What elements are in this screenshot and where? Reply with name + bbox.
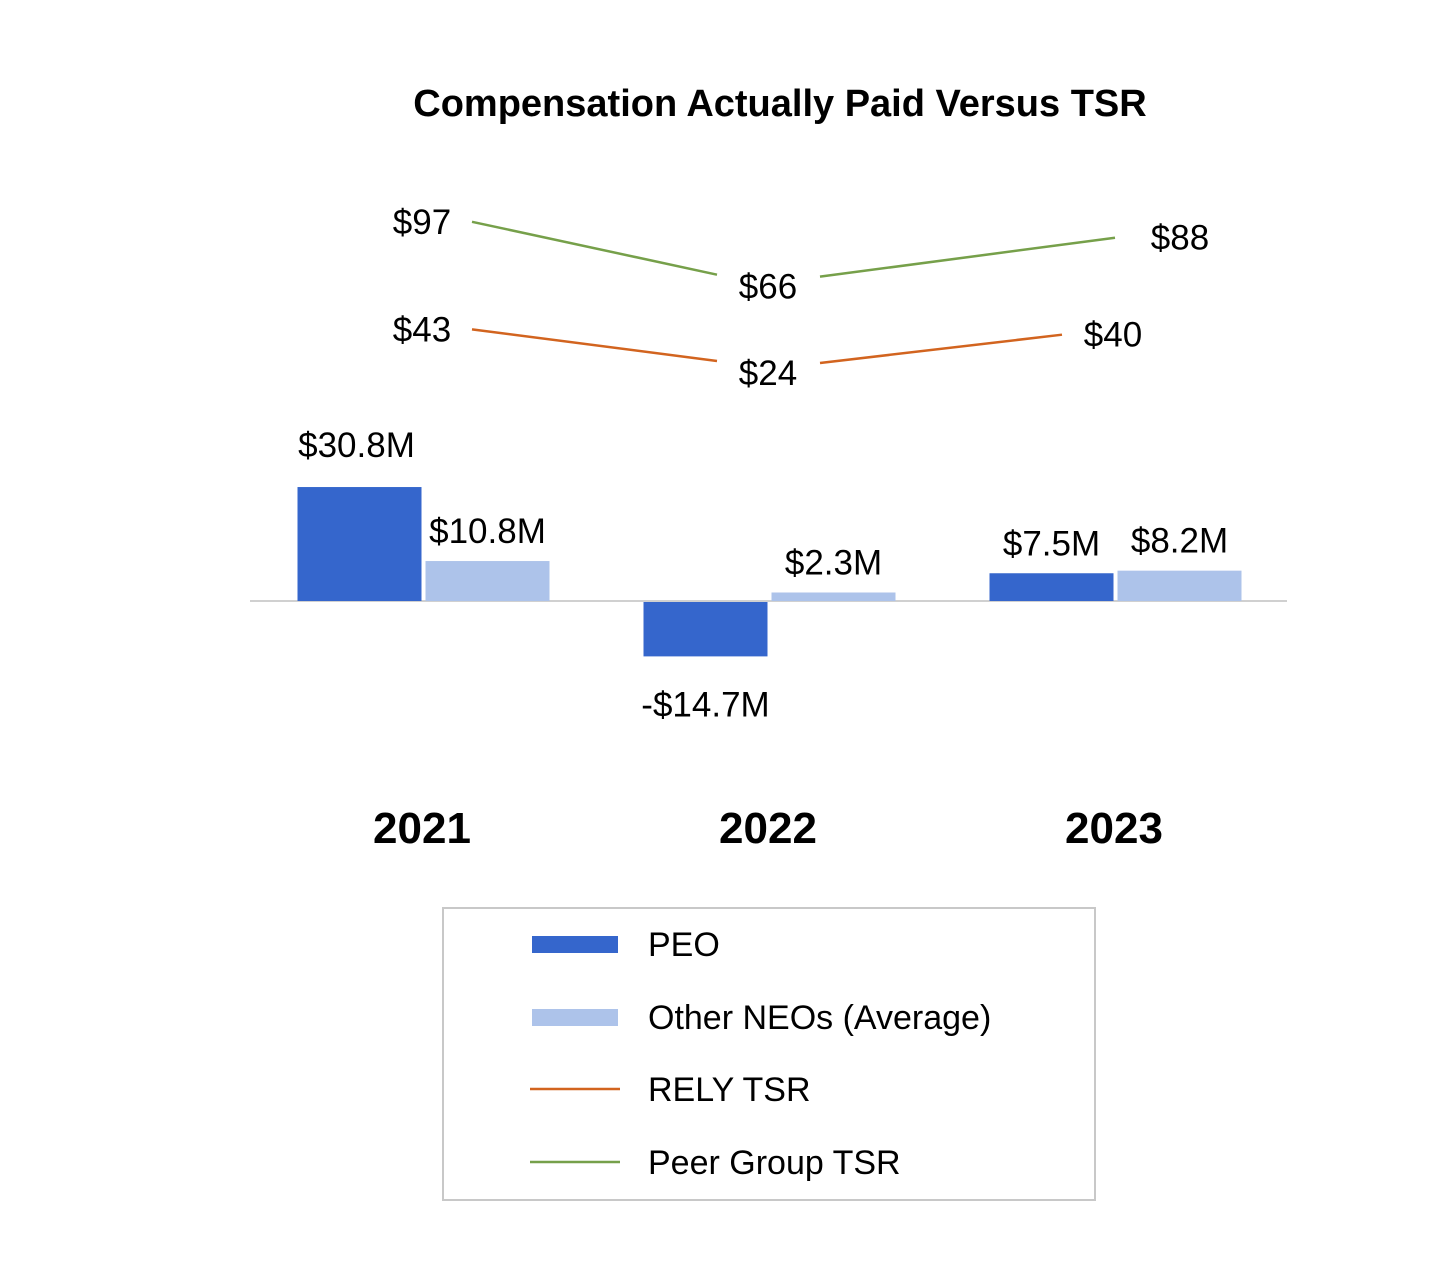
legend-swatch-other-neos-average	[532, 1009, 618, 1026]
legend-box	[442, 907, 1096, 1201]
bar-label-other-neos-average-2022: $2.3M	[785, 543, 882, 582]
bar-label-peo-2023: $7.5M	[1003, 524, 1100, 563]
line-segment-rely-tsr-1	[819, 333, 1063, 365]
bar-peo-2021	[297, 487, 422, 601]
x-tick-2021: 2021	[373, 804, 471, 853]
bar-label-other-neos-average-2021: $10.8M	[429, 512, 546, 551]
line-label-rely-tsr-2023: $40	[1084, 316, 1142, 355]
bar-label-other-neos-average-2023: $8.2M	[1131, 522, 1228, 561]
legend-label-rely-tsr: RELY TSR	[648, 1071, 811, 1109]
legend-label-other-neos-average: Other NEOs (Average)	[648, 999, 991, 1037]
bar-peo-2022	[643, 602, 768, 657]
line-label-peer-group-tsr-2021: $97	[393, 203, 451, 242]
legend: PEO Other NEOs (Average) RELY TSR Peer Grou…	[442, 907, 1096, 1201]
line-segment-peer-group-tsr-0	[471, 220, 718, 276]
year-labels: 2021 2022 2023	[373, 804, 1163, 853]
bar-other-neos-average-2021	[425, 561, 550, 601]
line-label-rely-tsr-2021: $43	[393, 310, 451, 349]
line-label-peer-group-tsr-2022: $66	[739, 268, 797, 307]
x-tick-2023: 2023	[1065, 804, 1163, 853]
chart-title: Compensation Actually Paid Versus TSR	[413, 83, 1146, 125]
x-tick-2022: 2022	[719, 804, 817, 853]
legend-label-peo: PEO	[648, 926, 720, 964]
tsr-lines: $43 $24 $40 $97 $66 $88	[393, 203, 1209, 393]
line-label-rely-tsr-2022: $24	[739, 354, 797, 393]
bar-label-peo-2021: $30.8M	[298, 426, 415, 465]
bar-label-peo-2022: -$14.7M	[641, 685, 769, 724]
legend-swatch-peo	[532, 936, 618, 953]
bar-other-neos-average-2023	[1117, 570, 1242, 601]
bar-peo-2023	[989, 573, 1114, 601]
bars: $30.8M -$14.7M $7.5M $10.8M $2.3M $8.2M	[297, 426, 1242, 724]
line-segment-rely-tsr-0	[471, 328, 718, 363]
line-segment-peer-group-tsr-1	[819, 236, 1116, 278]
bar-other-neos-average-2022	[771, 592, 896, 601]
legend-label-peer-group-tsr: Peer Group TSR	[648, 1144, 901, 1182]
line-label-peer-group-tsr-2023: $88	[1151, 219, 1209, 258]
